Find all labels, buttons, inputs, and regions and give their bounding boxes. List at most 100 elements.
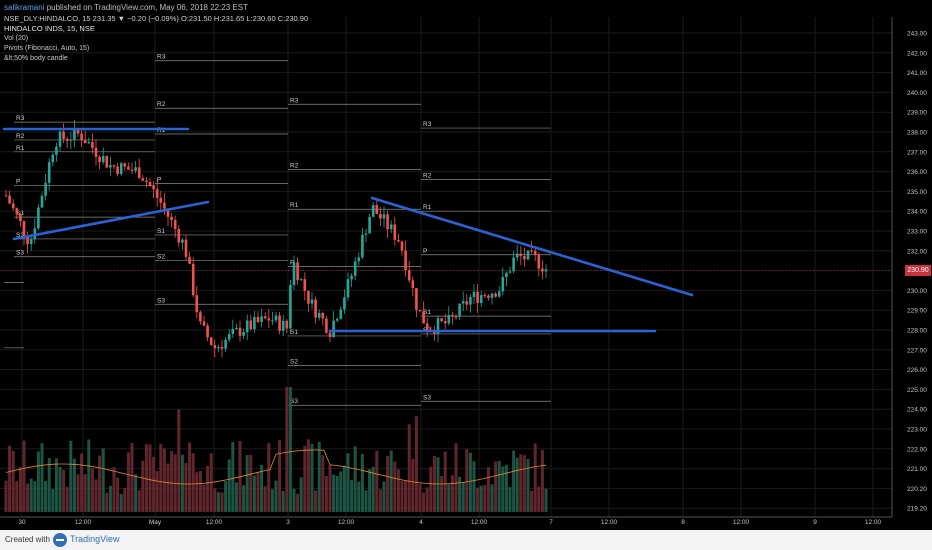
volume-bar (483, 484, 487, 512)
volume-bar (26, 483, 30, 512)
candle-body (515, 253, 519, 258)
volume-bar (69, 440, 73, 512)
candle-body (386, 214, 389, 230)
price-tick-label: 223.00 (907, 427, 927, 434)
candle-body (454, 316, 458, 318)
volume-bar (530, 490, 534, 512)
price-tick-label: 219.20 (907, 506, 927, 513)
candle-indicator-label[interactable]: &lt;50% body candle (4, 55, 68, 62)
volume-bar (137, 490, 141, 512)
author-name[interactable]: salikramani (4, 3, 45, 12)
volume-bar (490, 484, 494, 512)
candle-body (299, 279, 303, 281)
pivot-label: R3 (290, 97, 299, 104)
volume-bar (152, 456, 156, 512)
candle-body (487, 295, 490, 298)
pivot-label: R3 (16, 115, 25, 122)
volume-bar (216, 492, 220, 512)
candle-body (469, 297, 472, 305)
candle-body (505, 272, 508, 278)
candle-body (22, 221, 26, 237)
candle-body (206, 325, 209, 338)
volume-bar (231, 441, 235, 512)
time-tick-label: 12:00 (338, 519, 355, 526)
volume-bar (296, 493, 300, 512)
tradingview-logo-icon[interactable] (53, 533, 67, 547)
volume-bar (159, 443, 163, 512)
indicator-legend: HINDALCO INDS, 15, NSE Vol (20) Pivots (… (4, 24, 95, 64)
pivot-label: R2 (16, 133, 25, 140)
candle-body (101, 155, 105, 163)
volume-bar (519, 454, 523, 512)
price-tick-label: 234.00 (907, 209, 927, 216)
volume-bar (364, 490, 368, 512)
tradingview-brand-link[interactable]: TradingView (70, 534, 120, 544)
pivots-indicator-label[interactable]: Pivots (Fibonacci, Auto, 15) (4, 45, 90, 52)
price-chart[interactable]: R3 R2 R1 P S1 S2 S3 R3 R2 R1 P S1 S2 S3 R3 R2 R1 P S1 S2 S3 R… (0, 0, 932, 530)
volume-bar (101, 448, 105, 512)
time-tick-label: 12:00 (471, 519, 488, 526)
price-tick-label: 236.00 (907, 169, 927, 176)
price-tick-label: 225.00 (907, 387, 927, 394)
candle-body (260, 316, 263, 322)
time-tick-label: 12:00 (75, 519, 92, 526)
volume-bar (321, 455, 325, 512)
candle-body (58, 131, 62, 147)
volume-bar (144, 444, 148, 512)
volume-bar (274, 480, 278, 512)
candle-body (364, 233, 368, 235)
volume-bar (202, 485, 206, 512)
volume-bar (58, 466, 62, 512)
candle-body (26, 236, 29, 245)
volume-indicator-label[interactable]: Vol (20) (4, 35, 29, 42)
volume-bar (472, 461, 476, 512)
volume-bar (310, 443, 314, 512)
trend-lines[interactable] (0, 127, 892, 333)
candle-body (170, 216, 173, 221)
candle-body (209, 337, 213, 345)
price-tick-label: 222.00 (907, 446, 927, 453)
candle-body (278, 315, 281, 331)
symbol-label: HINDALCO INDS, 15, NSE (4, 24, 95, 33)
volume-bar (285, 387, 289, 512)
candle-body (155, 189, 159, 198)
candle-body (134, 167, 137, 171)
candle-body (65, 138, 69, 141)
volume-bar (105, 492, 109, 512)
candle-body (541, 268, 544, 272)
volume-bar (324, 476, 328, 512)
volume-bar (436, 457, 440, 512)
volume-bar (299, 477, 303, 512)
candle-body (8, 195, 11, 204)
price-axis[interactable]: 243.00 242.00 241.00 240.00 239.00 238.00 237.… (891, 17, 927, 517)
volume-bar (508, 487, 512, 512)
price-tick-label: 220.20 (907, 486, 927, 493)
volume-bar (494, 461, 498, 512)
volume-bar (458, 476, 462, 512)
candle-body (497, 291, 501, 297)
candle-body (440, 318, 443, 322)
candle-body (519, 253, 523, 257)
volume-bar (468, 452, 472, 512)
pivot-label: S3 (423, 394, 431, 401)
candle-body (508, 271, 512, 273)
candle-body (281, 320, 285, 331)
time-tick-label: 30 (18, 519, 26, 526)
volume-bar (533, 443, 537, 512)
candle-body (379, 213, 382, 219)
volume-bar (465, 449, 469, 512)
candle-body (47, 162, 51, 183)
volume-bar (188, 442, 192, 512)
volume-bar (90, 468, 94, 512)
time-axis[interactable]: 30 12:00 May 12:00 3 12:00 4 12:00 7 12:00 8 12:00 9… (0, 516, 892, 526)
volume-bar (108, 485, 112, 512)
candle-body (141, 178, 145, 181)
time-tick-label: 12:00 (601, 519, 618, 526)
volume-bar (537, 486, 541, 512)
volume-bar (180, 454, 184, 512)
candle-body (404, 250, 407, 271)
pivot-label: S1 (290, 329, 298, 336)
candle-body (267, 318, 271, 321)
candle-body (11, 203, 15, 209)
candle-body (231, 329, 235, 335)
